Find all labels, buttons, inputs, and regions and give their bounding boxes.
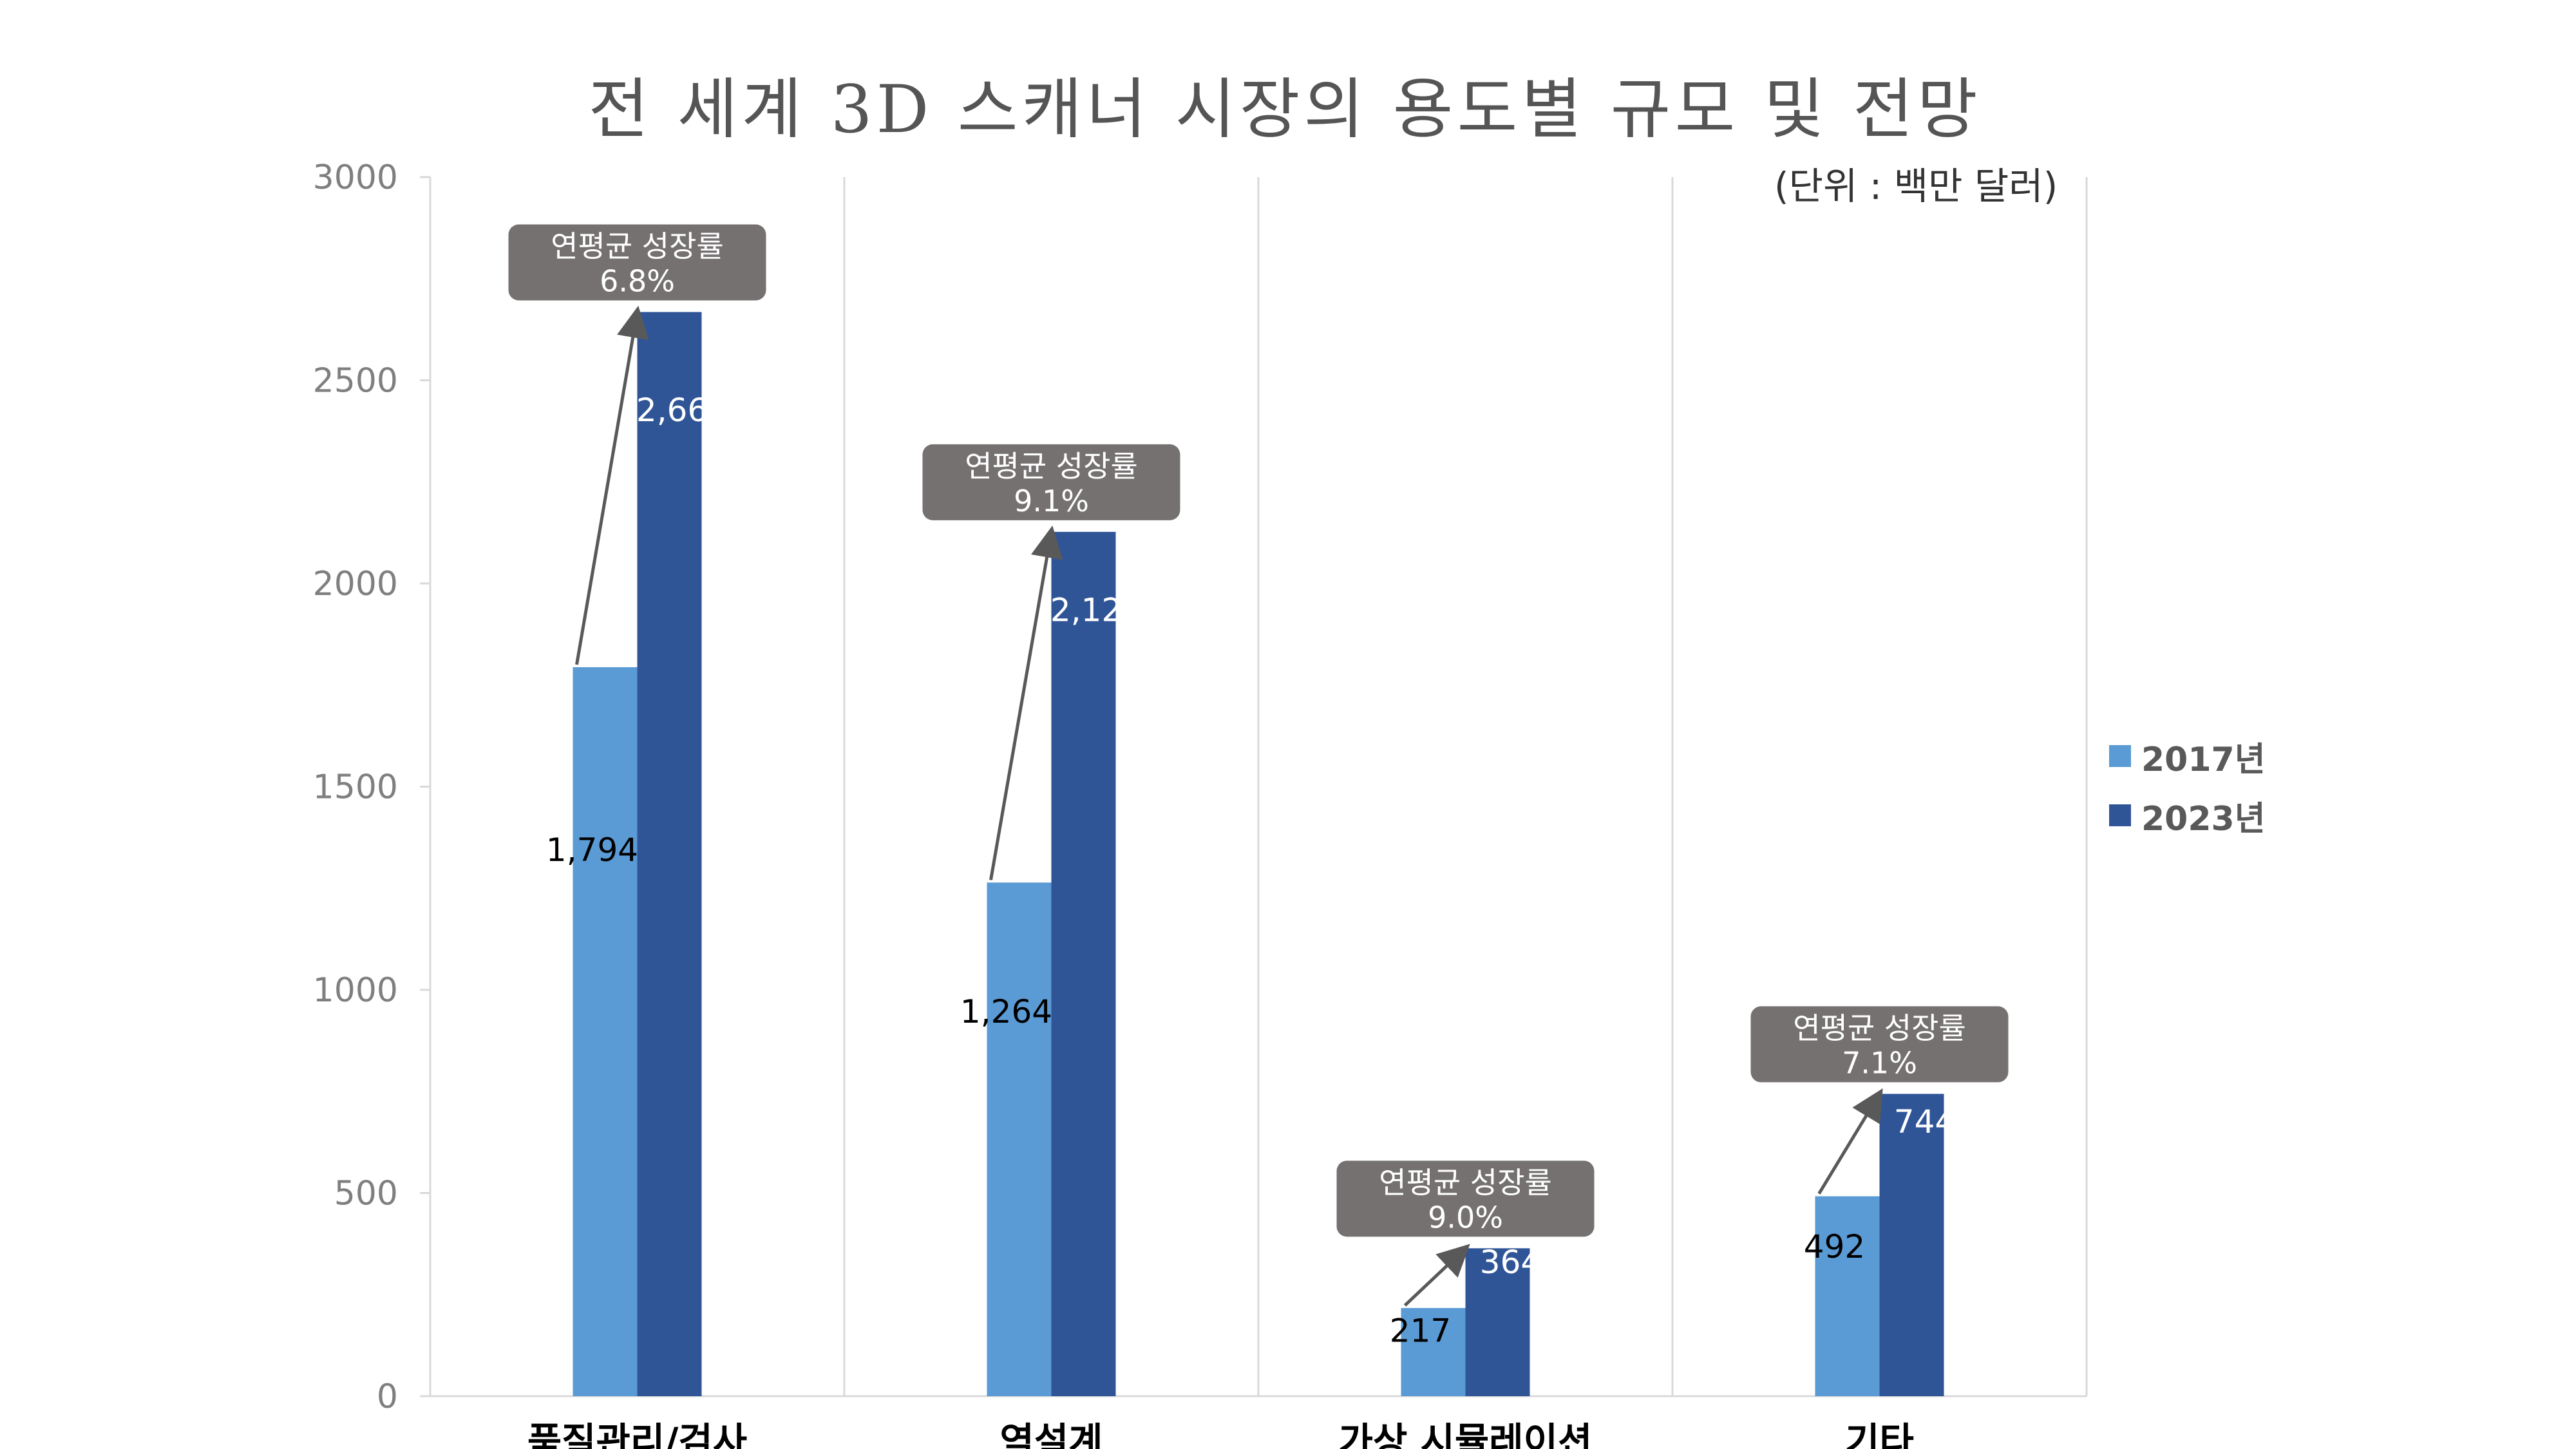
y-tick-label: 1000 bbox=[313, 971, 398, 1010]
chart-title: 전 세계 3D 스캐너 시장의 용도별 규모 및 전망 bbox=[588, 71, 1982, 148]
bar-2017 bbox=[573, 667, 638, 1396]
data-label-2023: 744 bbox=[1894, 1103, 1955, 1141]
data-label-2017: 492 bbox=[1804, 1228, 1865, 1265]
cagr-annotation-box bbox=[1336, 1160, 1595, 1237]
bar-2017 bbox=[1401, 1308, 1466, 1396]
cagr-annotation-title: 연평균 성장률 bbox=[551, 229, 724, 263]
x-category-label: 품질관리/검사 bbox=[527, 1419, 747, 1449]
y-tick-label: 500 bbox=[334, 1175, 398, 1213]
bar-2023 bbox=[1465, 1248, 1530, 1396]
cagr-annotation-box bbox=[922, 444, 1180, 520]
bar-2023 bbox=[637, 312, 702, 1397]
y-tick-label: 2000 bbox=[313, 565, 398, 603]
legend-label-2017: 2017년 bbox=[2141, 740, 2266, 779]
y-tick-label: 0 bbox=[377, 1378, 398, 1416]
data-label-2023: 2,127 bbox=[1050, 592, 1142, 629]
growth-arrow bbox=[1403, 1244, 1470, 1307]
x-category-label: 가상 시뮬레이션 bbox=[1339, 1419, 1593, 1449]
bar-2023 bbox=[1051, 531, 1116, 1396]
x-category-label: 역설계 bbox=[999, 1419, 1103, 1449]
y-tick-label: 2500 bbox=[313, 362, 398, 401]
data-label-2017: 1,794 bbox=[546, 831, 638, 869]
data-label-2017: 1,264 bbox=[960, 993, 1052, 1030]
y-tick-label: 1500 bbox=[313, 768, 398, 807]
cagr-annotation-box bbox=[508, 224, 766, 301]
cagr-annotation-value: 9.0% bbox=[1428, 1200, 1503, 1235]
legend-item-2017: 2017년 bbox=[2109, 726, 2266, 786]
data-label-2017: 217 bbox=[1390, 1312, 1451, 1349]
data-label-2023: 2,668 bbox=[636, 392, 728, 429]
x-category-label: 기타 bbox=[1845, 1419, 1914, 1449]
cagr-annotation-value: 6.8% bbox=[600, 263, 675, 298]
bar-2017 bbox=[1815, 1196, 1880, 1396]
cagr-annotation-title: 연평균 성장률 bbox=[1793, 1011, 1966, 1046]
growth-arrow bbox=[989, 526, 1063, 880]
bar-2023 bbox=[1879, 1094, 1944, 1396]
cagr-annotation-value: 9.1% bbox=[1014, 484, 1089, 518]
legend-swatch-2023 bbox=[2109, 804, 2131, 826]
legend-swatch-2017 bbox=[2109, 745, 2131, 767]
legend: 2017년 2023년 bbox=[2109, 726, 2266, 845]
y-tick-label: 3000 bbox=[313, 158, 398, 197]
legend-label-2023: 2023년 bbox=[2141, 799, 2266, 838]
growth-arrow bbox=[1817, 1088, 1883, 1195]
cagr-annotation-value: 7.1% bbox=[1842, 1046, 1917, 1081]
cagr-annotation-title: 연평균 성장률 bbox=[1379, 1165, 1552, 1200]
unit-label: (단위 : 백만 달러) bbox=[1774, 164, 2058, 208]
growth-arrow bbox=[575, 305, 649, 665]
bar-2017 bbox=[987, 882, 1052, 1396]
data-label-2023: 364 bbox=[1480, 1244, 1541, 1281]
cagr-annotation-box bbox=[1750, 1006, 2009, 1083]
legend-item-2023: 2023년 bbox=[2109, 786, 2266, 845]
cagr-annotation-title: 연평균 성장률 bbox=[965, 449, 1138, 484]
